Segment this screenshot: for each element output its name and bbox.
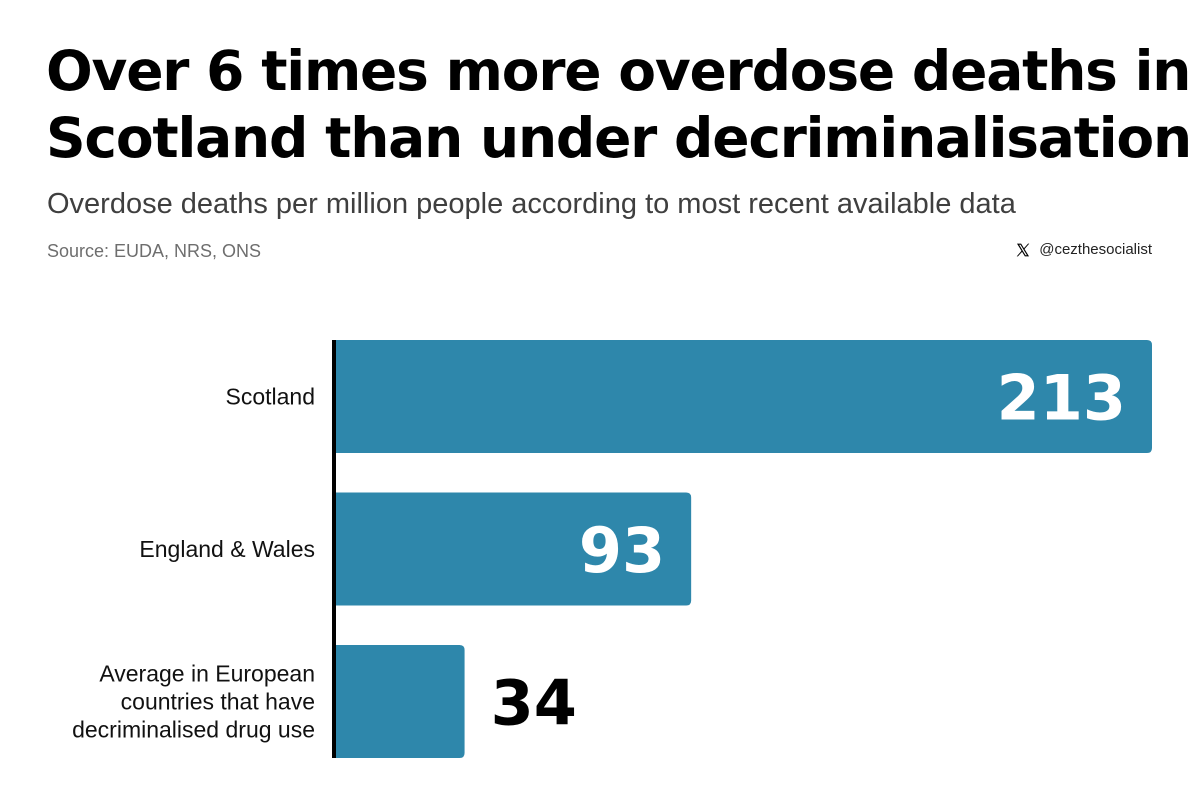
category-label-line: countries that have xyxy=(121,689,315,715)
category-label-line: decriminalised drug use xyxy=(72,717,315,743)
bar-3 xyxy=(334,645,465,758)
category-label-2: England & Wales xyxy=(139,536,315,562)
category-label-line: Scotland xyxy=(225,384,315,410)
baseline-axis xyxy=(332,340,336,758)
chart-title: Over 6 times more overdose deaths in Sco… xyxy=(46,38,1192,172)
bar-1 xyxy=(334,340,1152,453)
bar-2 xyxy=(334,492,692,606)
value-label-2: 93 xyxy=(579,514,665,587)
category-label-line: England & Wales xyxy=(139,536,315,562)
x-logo-icon xyxy=(1016,243,1030,257)
title-line-2: Scotland than under decriminalisation xyxy=(46,106,1192,170)
category-label-line: Average in European xyxy=(99,661,315,687)
category-label-1: Scotland xyxy=(225,384,315,410)
chart-subtitle: Overdose deaths per million people accor… xyxy=(47,188,1016,220)
title-line-1: Over 6 times more overdose deaths in xyxy=(46,39,1191,103)
value-label-1: 213 xyxy=(997,362,1126,435)
category-label-3: Average in European countries that have de… xyxy=(72,661,315,743)
source-note: Source: EUDA, NRS, ONS xyxy=(47,241,262,261)
value-label-3: 34 xyxy=(491,667,577,740)
author-handle: @cezthesocialist xyxy=(1039,241,1152,258)
author-credit[interactable]: @cezthesocialist xyxy=(1015,238,1152,262)
